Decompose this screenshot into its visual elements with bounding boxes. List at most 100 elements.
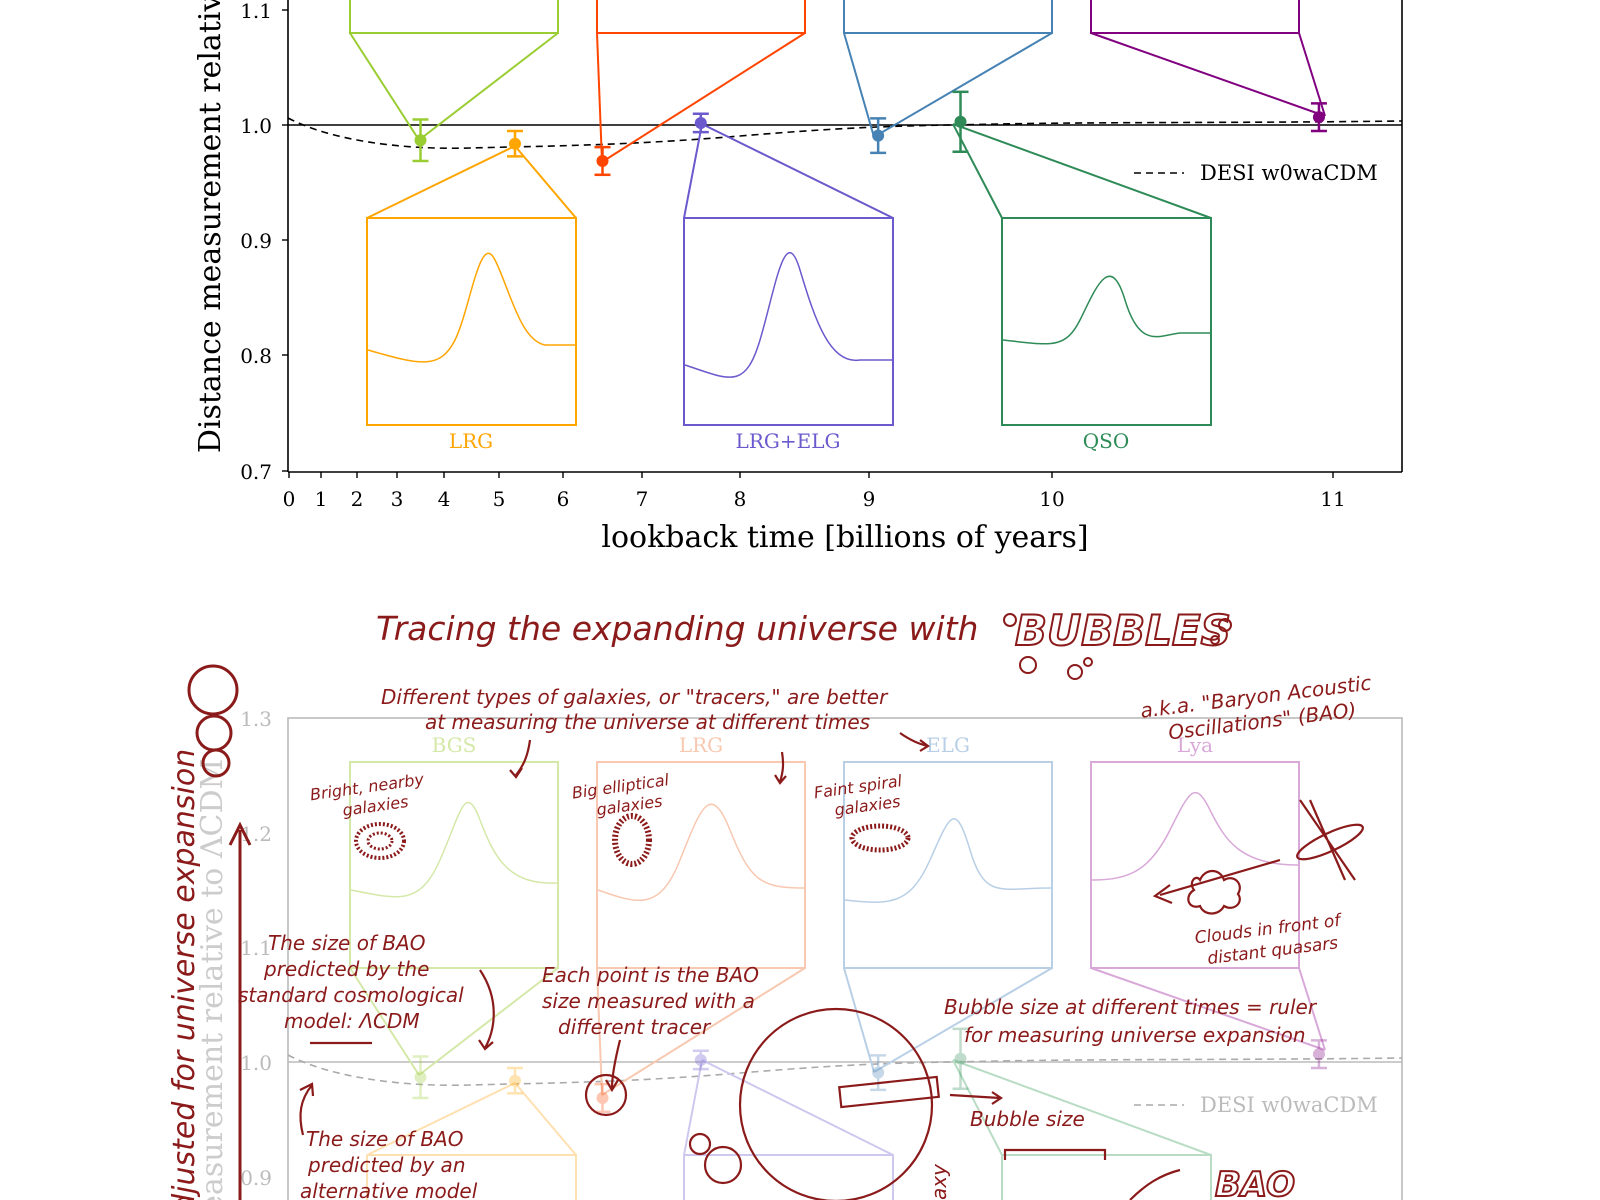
faded-inset-elg — [843, 761, 1053, 1073]
top-chart: 1.1 1.0 0.9 0.8 0.7 0 1 2 3 4 5 6 7 8 9 … — [193, 0, 1403, 555]
data-point — [870, 117, 887, 155]
faded-inset-qso — [952, 1059, 1212, 1200]
bottom-desi-curve — [287, 1054, 1403, 1087]
annotation-lcdm-4: model: ΛCDM — [284, 1009, 420, 1033]
faded-inset-bgs — [349, 761, 559, 1076]
data-point — [412, 118, 429, 163]
data-point — [594, 1082, 611, 1114]
x-tick: 11 — [1320, 487, 1345, 511]
y-axis-label: Distance measurement relative — [193, 0, 228, 453]
data-point — [1310, 1039, 1327, 1070]
annotation-tracers-2: at measuring the universe at different t… — [425, 710, 870, 734]
bottom-points — [412, 1027, 1327, 1114]
arrow-icon — [899, 732, 930, 752]
faded-inset-curve — [844, 818, 1052, 903]
annotation-ruler-1: Bubble size at different times = ruler — [944, 995, 1318, 1019]
annotation-galaxy: axy — [927, 1163, 951, 1200]
annotation-alt-1: The size of BAO — [306, 1127, 463, 1151]
x-tick: 2 — [351, 487, 364, 511]
annotation-ruler-2: for measuring universe expansion — [964, 1023, 1306, 1047]
inset-lrg-top — [596, 0, 806, 163]
inset-qso-box — [952, 123, 1212, 426]
data-point — [870, 1054, 887, 1092]
annotation-alt-2: predicted by an — [307, 1153, 466, 1177]
bao-badge: BAO — [1215, 1165, 1295, 1200]
faded-inset-lrg2 — [366, 1082, 577, 1200]
arrow-icon — [774, 751, 787, 785]
arrow-icon — [509, 739, 532, 779]
annotation-lcdm-1: The size of BAO — [268, 931, 425, 955]
ruler-icon — [838, 1075, 940, 1109]
data-point — [412, 1055, 429, 1100]
faded-inset-curve — [350, 801, 558, 898]
data-point — [952, 1027, 969, 1091]
chart-title-bubbles: BUBBLES — [1015, 606, 1231, 655]
y-tick: 0.8 — [240, 344, 272, 368]
annotation-point-2: size measured with a — [542, 989, 755, 1013]
error-bar — [1312, 1048, 1325, 1061]
arrow-icon — [1129, 1168, 1181, 1200]
error-bar — [596, 1091, 609, 1104]
highlight-circle — [584, 1073, 628, 1117]
annotation-tracers-1: Different types of galaxies, or "tracers… — [381, 685, 889, 709]
inset-elg — [843, 0, 1053, 138]
annotation-point-1: Each point is the BAO — [542, 963, 759, 987]
inset-lrgelg-box — [683, 123, 894, 426]
x-tick: 6 — [557, 487, 570, 511]
x-tick: 0 — [283, 487, 296, 511]
title-bubbles-icon — [1003, 613, 1232, 680]
lya-cloud — [1187, 869, 1241, 915]
y-tick: 0.7 — [240, 460, 272, 484]
bubble-icon — [703, 1145, 743, 1185]
annotation-alt-3: alternative model — [300, 1179, 478, 1200]
data-point — [952, 90, 969, 154]
arrow-icon — [299, 1082, 315, 1136]
x-tick: 8 — [734, 487, 747, 511]
lya-arrow — [1152, 858, 1281, 905]
inset-label-lrg: LRG — [449, 429, 493, 453]
arrow-icon — [478, 969, 495, 1051]
inset-curve — [1002, 275, 1210, 345]
bottom-frame — [287, 717, 1403, 1200]
data-point — [507, 1066, 523, 1095]
desi-curve — [287, 117, 1403, 150]
inset-bgs — [349, 0, 559, 141]
tracer-elg: ELG — [926, 733, 970, 757]
error-bar — [509, 1074, 521, 1087]
x-tick: 10 — [1039, 487, 1064, 511]
data-point — [692, 1049, 709, 1071]
bubble-icon — [738, 1007, 934, 1200]
error-bar — [694, 116, 707, 129]
handwritten-ylabel: adjusted for universe expansion — [167, 749, 202, 1200]
data-point — [507, 129, 523, 158]
inset-curve — [367, 252, 575, 363]
y-tick: 0.9 — [240, 229, 272, 253]
tracer-lrg: LRG — [679, 733, 723, 757]
y-tick: 1.1 — [240, 0, 272, 23]
galaxy-icon — [354, 813, 911, 867]
annotation-lcdm-2: predicted by the — [263, 957, 429, 981]
tracer-bgs: BGS — [432, 733, 477, 757]
error-bar — [872, 129, 885, 142]
tracer-lya: Lya — [1177, 733, 1213, 757]
bubble-column-icon — [187, 664, 239, 778]
x-tick: 9 — [863, 487, 876, 511]
faded-ylabel: measurement relative to ΛCDM — [195, 759, 230, 1200]
bubble-size-bracket — [1003, 1148, 1107, 1160]
annotation-lcdm-3: standard cosmological — [238, 983, 464, 1007]
data-point — [1310, 102, 1327, 133]
x-tick: 7 — [636, 487, 649, 511]
faded-inset-curve — [597, 803, 805, 901]
faded-inset-lrg — [596, 761, 806, 1096]
arrow-icon — [949, 1091, 1003, 1105]
error-bar — [954, 1052, 967, 1065]
inset-label-qso: QSO — [1083, 429, 1130, 453]
bubble-icon — [688, 1132, 712, 1156]
arrow-icon — [605, 1039, 622, 1093]
chart-title: Tracing the expanding universe with — [376, 609, 978, 648]
x-tick: 1 — [315, 487, 328, 511]
inset-curve — [684, 252, 892, 378]
error-bar — [872, 1066, 885, 1079]
y-tick: 1.3 — [240, 707, 272, 731]
